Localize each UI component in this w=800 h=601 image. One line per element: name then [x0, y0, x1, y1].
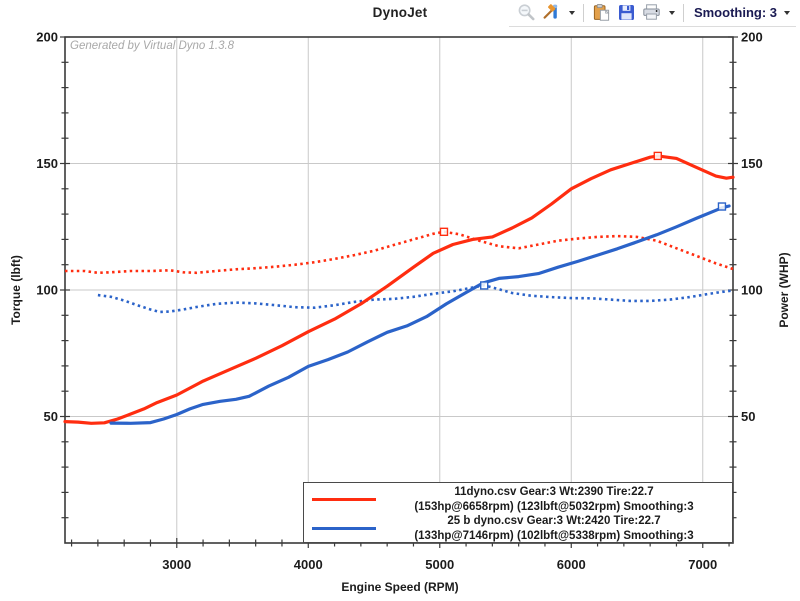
legend-run1-file-info: 11dyno.csv Gear:3 Wt:2390 Tire:22.7	[454, 486, 654, 498]
watermark: Generated by Virtual Dyno 1.3.8	[70, 40, 235, 52]
x-tick-label: 5000	[425, 557, 454, 572]
legend-run2-peak-info: (133hp@7146rpm) (102lbft@5338rpm) Smooth…	[414, 529, 694, 542]
legend-entry-run1: 11dyno.csv Gear:3 Wt:2390 Tire:22.7 (153…	[304, 485, 732, 514]
right-tick-label: 200	[741, 30, 763, 45]
peak-marker-25b-torque-lbft	[480, 281, 489, 290]
left-tick-label: 100	[36, 283, 58, 298]
save-icon[interactable]	[617, 3, 636, 22]
x-tick-label: 7000	[688, 557, 717, 572]
right-tick-label: 100	[741, 283, 763, 298]
print-icon[interactable]	[642, 3, 661, 22]
series-11dyno-power-hp	[63, 154, 735, 425]
peak-marker-25b-power-hp	[717, 202, 727, 211]
peak-marker-11dyno-power-hp	[653, 151, 662, 161]
graph-style-title: DynoJet	[372, 5, 428, 20]
smoothing-label: Smoothing: 3	[693, 5, 777, 20]
smoothing-dropdown-caret	[784, 10, 790, 15]
x-tick-label: 6000	[557, 557, 586, 572]
series-11dyno-torque-lbft	[65, 230, 734, 275]
legend-line-sample-blue	[312, 527, 376, 530]
smoothing-dropdown[interactable]: Smoothing: 3	[692, 5, 792, 20]
legend-entry-run2: 25 b dyno.csv Gear:3 Wt:2420 Tire:22.7 (…	[304, 514, 732, 543]
right-tick-label: 150	[741, 156, 763, 171]
zoom-out-icon[interactable]	[517, 3, 536, 22]
legend-line-sample-red	[312, 498, 376, 501]
tools-icon[interactable]	[542, 3, 561, 22]
chart-legend: 11dyno.csv Gear:3 Wt:2390 Tire:22.7 (153…	[303, 482, 733, 543]
x-tick-label: 4000	[294, 557, 323, 572]
peak-marker-11dyno-torque-lbft	[439, 227, 449, 237]
right-tick-label: 50	[741, 409, 755, 424]
toolbar-separator	[682, 3, 684, 22]
series-25b-power-hp	[109, 204, 731, 425]
legend-text-run2: 25 b dyno.csv Gear:3 Wt:2420 Tire:22.7 (…	[376, 514, 732, 543]
left-axis-title: Torque (lbft)	[9, 255, 23, 325]
legend-text-run1: 11dyno.csv Gear:3 Wt:2390 Tire:22.7 (153…	[376, 485, 732, 514]
tools-dropdown-caret[interactable]	[568, 10, 575, 15]
x-axis-title: Engine Speed (RPM)	[341, 580, 459, 594]
legend-run1-peak-info: (153hp@6658rpm) (123lbft@5032rpm) Smooth…	[414, 500, 694, 513]
paste-icon[interactable]	[592, 3, 611, 22]
left-tick-label: 200	[36, 30, 58, 45]
left-tick-label: 150	[36, 156, 58, 171]
x-tick-label: 3000	[162, 557, 191, 572]
header-bar: DynoJet	[0, 0, 800, 27]
left-tick-label: 50	[44, 409, 58, 424]
series-25b-torque-lbft	[97, 284, 734, 314]
print-dropdown-caret[interactable]	[668, 10, 675, 15]
legend-run2-file-info: 25 b dyno.csv Gear:3 Wt:2420 Tire:22.7	[447, 515, 661, 527]
toolbar-separator	[582, 3, 584, 22]
toolbar: Smoothing: 3	[508, 1, 796, 27]
right-axis-title: Power (WHP)	[777, 252, 791, 328]
